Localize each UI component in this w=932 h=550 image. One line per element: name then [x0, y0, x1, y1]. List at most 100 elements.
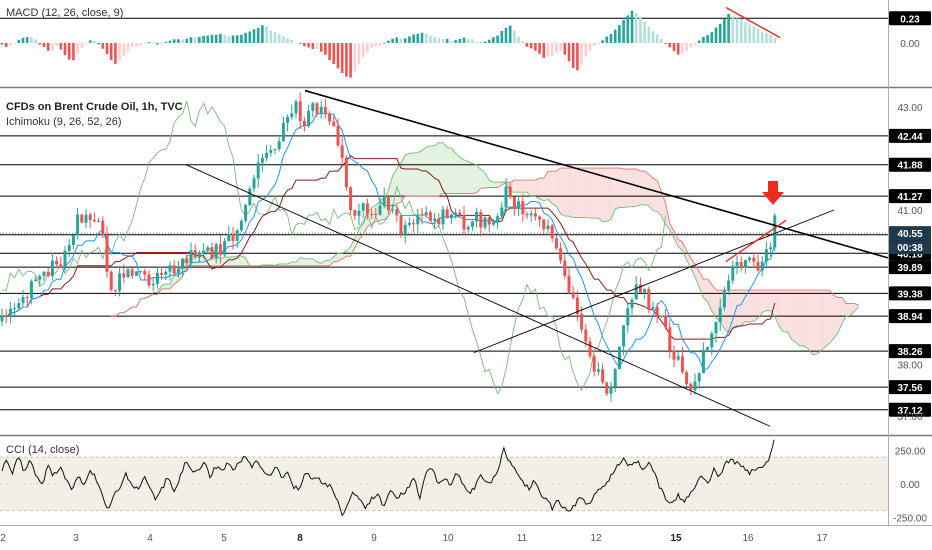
candle — [559, 242, 563, 264]
macd-bar — [290, 39, 294, 43]
candle — [580, 306, 584, 334]
macd-bar — [433, 37, 436, 43]
macd-bar — [181, 39, 184, 43]
svg-text:38.94: 38.94 — [897, 312, 922, 323]
candle — [378, 198, 382, 216]
horizontal-levels[interactable] — [0, 135, 888, 411]
macd-bar — [622, 19, 625, 43]
macd-bar — [72, 43, 75, 61]
macd-bar — [399, 38, 403, 43]
candle — [731, 260, 735, 285]
macd-bar — [105, 43, 109, 55]
senkou-span-b — [111, 167, 859, 318]
candle — [294, 99, 298, 119]
candle — [735, 256, 739, 274]
candle — [353, 209, 357, 220]
candle — [76, 207, 80, 240]
time-tick-label: 17 — [816, 533, 828, 544]
trendline-resistance[interactable] — [304, 89, 889, 259]
macd-bar — [315, 43, 319, 49]
senkou-span-a — [111, 142, 860, 356]
axes: 42.4441.8841.2740.5240.1639.8939.3838.94… — [0, 11, 931, 544]
macd-bar — [118, 43, 121, 61]
macd-bar — [244, 32, 247, 43]
candle — [336, 118, 340, 147]
candle — [0, 308, 4, 327]
candle — [714, 321, 718, 343]
candle — [399, 214, 403, 238]
level-tag-38.94: 38.94 — [889, 309, 931, 324]
macd-bar — [324, 43, 327, 55]
macd-bar — [172, 39, 176, 43]
candle — [13, 302, 17, 316]
candle — [46, 268, 50, 278]
macd-bar — [542, 43, 546, 58]
down-arrow-icon — [762, 181, 784, 205]
candles[interactable] — [0, 92, 777, 402]
macd-bar — [609, 33, 613, 43]
candle — [752, 251, 756, 268]
candle — [592, 353, 596, 377]
candle — [202, 243, 206, 259]
macd-bar — [261, 25, 264, 43]
macd-divergence-line[interactable] — [725, 6, 781, 39]
candle — [248, 186, 252, 207]
macd-bar — [571, 43, 575, 69]
candle — [529, 209, 533, 222]
cci-tick-label: 250.00 — [895, 446, 926, 457]
candle — [256, 154, 260, 188]
candle — [323, 98, 327, 119]
macd-bar — [618, 25, 621, 43]
macd-bar — [80, 43, 84, 49]
candle — [315, 102, 319, 117]
macd-bar — [458, 39, 462, 43]
trendline-rising-red[interactable] — [725, 219, 787, 263]
macd-bar — [546, 43, 550, 57]
macd-bar — [147, 42, 151, 43]
candle — [622, 325, 626, 356]
candle — [651, 301, 655, 311]
macd-bar — [206, 35, 210, 43]
candle — [693, 373, 697, 395]
candle — [265, 144, 269, 162]
trendline-channel-upper[interactable] — [185, 164, 771, 427]
candle — [722, 286, 726, 311]
time-tick-label: 11 — [517, 533, 528, 544]
price-tick-label: 43.00 — [897, 103, 922, 114]
macd-bar — [9, 43, 12, 46]
candle — [664, 308, 668, 330]
price-tick-label: 41.00 — [897, 206, 922, 217]
candle — [17, 298, 21, 311]
candle — [168, 261, 172, 281]
macd-title: MACD (12, 26, close, 9) — [6, 7, 123, 19]
macd-bar — [298, 43, 302, 44]
candle — [273, 148, 277, 155]
macd-bar — [328, 43, 331, 61]
macd-bar — [756, 29, 760, 43]
macd-bar — [126, 43, 130, 52]
svg-text:38.26: 38.26 — [897, 347, 922, 358]
macd-bar — [731, 16, 735, 43]
macd-bar — [454, 40, 457, 43]
macd-bar — [555, 43, 558, 53]
candle — [88, 212, 92, 229]
macd-bar — [13, 43, 16, 44]
trendline-channel-lower[interactable] — [473, 209, 835, 354]
macd-bar — [601, 40, 604, 43]
macd-bar — [286, 38, 289, 43]
candle — [164, 269, 168, 281]
macd-bar — [164, 41, 168, 43]
trendlines[interactable] — [185, 89, 889, 427]
candle — [626, 303, 630, 333]
candle — [504, 178, 508, 211]
macd-bar — [420, 32, 424, 43]
macd-bar — [584, 43, 588, 57]
macd-bar — [408, 36, 411, 43]
macd-bar — [349, 43, 352, 78]
candle — [470, 220, 474, 231]
macd-bar — [475, 41, 478, 43]
candle — [227, 226, 231, 242]
macd-bar — [424, 33, 428, 43]
candle — [386, 194, 390, 215]
